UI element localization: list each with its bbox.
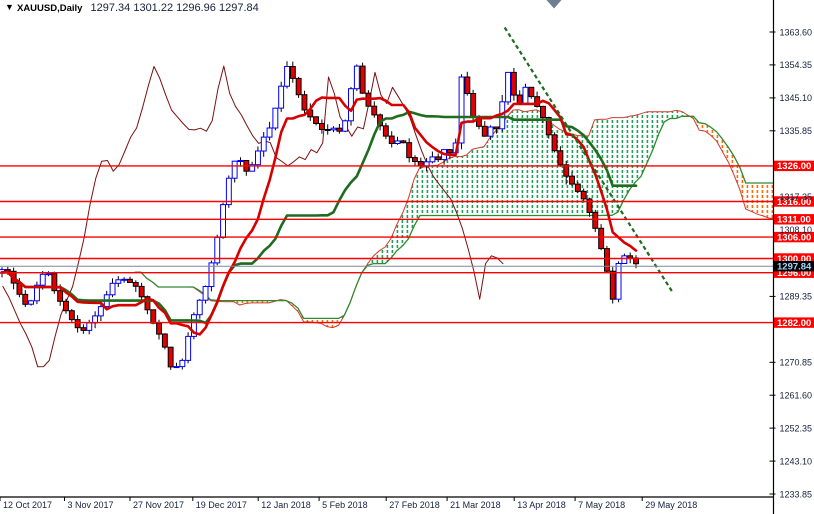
- svg-text:27 Nov 2017: 27 Nov 2017: [133, 500, 184, 510]
- svg-text:1308.10: 1308.10: [780, 225, 813, 235]
- svg-text:1243.10: 1243.10: [780, 456, 813, 466]
- svg-text:1354.35: 1354.35: [780, 60, 813, 70]
- svg-text:5 Feb 2018: 5 Feb 2018: [322, 500, 368, 510]
- svg-text:7 May 2018: 7 May 2018: [578, 500, 625, 510]
- svg-text:19 Dec 2017: 19 Dec 2017: [196, 500, 247, 510]
- svg-text:1335.85: 1335.85: [780, 126, 813, 136]
- svg-text:1326.00: 1326.00: [777, 161, 811, 172]
- svg-text:12 Oct 2017: 12 Oct 2017: [3, 500, 52, 510]
- svg-text:21 Mar 2018: 21 Mar 2018: [450, 500, 501, 510]
- svg-text:1270.85: 1270.85: [780, 358, 813, 368]
- svg-text:1289.35: 1289.35: [780, 292, 813, 302]
- svg-text:12 Jan 2018: 12 Jan 2018: [261, 500, 311, 510]
- svg-text:1282.00: 1282.00: [777, 318, 811, 329]
- svg-text:1317.35: 1317.35: [780, 192, 813, 202]
- svg-text:1233.85: 1233.85: [780, 489, 813, 499]
- svg-text:1363.60: 1363.60: [780, 27, 813, 37]
- svg-text:27 Feb 2018: 27 Feb 2018: [389, 500, 440, 510]
- svg-text:1261.60: 1261.60: [780, 391, 813, 401]
- svg-text:3 Nov 2017: 3 Nov 2017: [68, 500, 114, 510]
- svg-text:29 May 2018: 29 May 2018: [645, 500, 697, 510]
- svg-text:1345.10: 1345.10: [780, 93, 813, 103]
- svg-text:1252.35: 1252.35: [780, 423, 813, 433]
- svg-text:13 Apr 2018: 13 Apr 2018: [517, 500, 566, 510]
- svg-text:1297.84: 1297.84: [777, 262, 812, 273]
